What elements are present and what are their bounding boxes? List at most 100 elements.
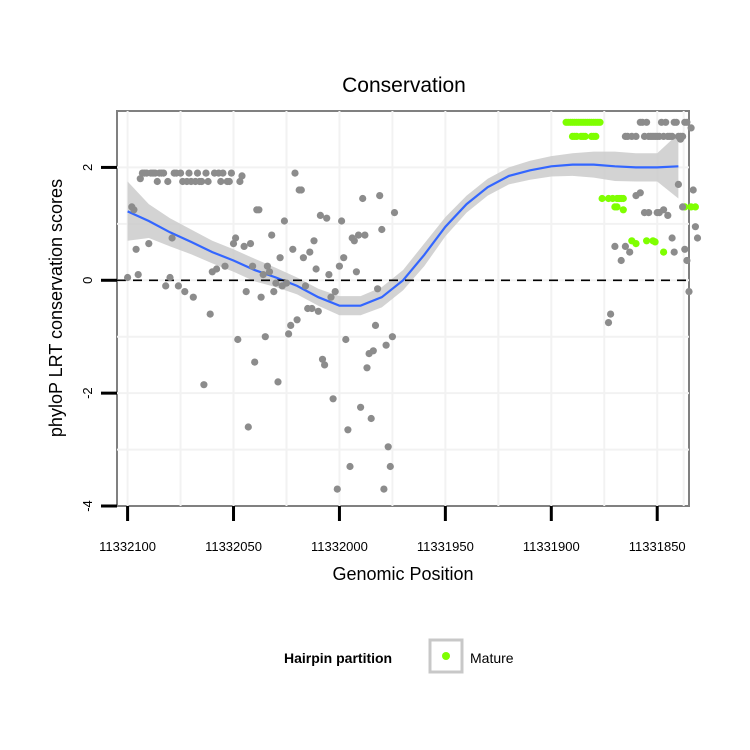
data-point bbox=[280, 217, 288, 225]
data-point bbox=[611, 242, 619, 250]
data-point bbox=[645, 209, 653, 217]
data-point bbox=[132, 245, 140, 253]
smooth-line-path bbox=[127, 163, 679, 307]
x-tick-label: 11331850 bbox=[629, 539, 686, 554]
data-point bbox=[316, 211, 324, 219]
data-point bbox=[662, 118, 670, 126]
data-point bbox=[198, 177, 206, 186]
data-point bbox=[308, 304, 316, 313]
smooth-ribbon-area bbox=[127, 133, 679, 316]
data-point bbox=[668, 234, 676, 242]
data-point bbox=[257, 293, 265, 301]
data-point bbox=[251, 358, 259, 366]
y-tick-label: 2 bbox=[80, 164, 95, 171]
data-point bbox=[344, 426, 352, 434]
data-point bbox=[607, 310, 615, 318]
data-point bbox=[297, 186, 305, 194]
data-point bbox=[361, 231, 369, 239]
data-point bbox=[181, 288, 189, 296]
data-point bbox=[679, 203, 687, 211]
data-point bbox=[660, 206, 668, 214]
data-point bbox=[287, 321, 295, 329]
data-point bbox=[306, 248, 314, 256]
x-tick-label: 11332050 bbox=[205, 539, 262, 554]
data-point bbox=[153, 177, 161, 186]
data-point bbox=[687, 124, 695, 132]
data-point bbox=[259, 271, 267, 279]
data-point-mature bbox=[581, 132, 589, 140]
data-point bbox=[329, 395, 337, 403]
data-point bbox=[124, 273, 132, 282]
y-tick-label: 0 bbox=[80, 277, 95, 284]
data-point bbox=[312, 265, 320, 273]
data-point bbox=[357, 403, 365, 411]
data-point bbox=[676, 135, 685, 143]
data-point bbox=[204, 177, 212, 186]
y-tick-label: -4 bbox=[80, 500, 95, 512]
axes: 11332100 11332050 11332000 11331950 11331900… bbox=[80, 164, 686, 554]
data-point bbox=[291, 169, 299, 177]
data-point bbox=[206, 310, 214, 318]
data-point bbox=[683, 256, 691, 265]
y-axis-title: phyloP LRT conservation scores bbox=[46, 179, 66, 437]
data-point bbox=[213, 265, 221, 273]
data-point bbox=[189, 293, 197, 301]
data-point bbox=[384, 443, 392, 451]
data-point-mature bbox=[651, 238, 659, 246]
data-point bbox=[160, 169, 168, 177]
data-point bbox=[378, 225, 386, 234]
data-point bbox=[276, 254, 284, 262]
data-point bbox=[335, 262, 343, 270]
data-point bbox=[621, 242, 630, 250]
data-point bbox=[342, 335, 350, 344]
x-axis-title: Genomic Position bbox=[332, 564, 473, 584]
x-tick-label: 11332100 bbox=[99, 539, 156, 554]
data-point bbox=[321, 361, 329, 369]
data-point bbox=[670, 248, 678, 256]
data-point bbox=[318, 355, 327, 363]
legend-title: Hairpin partition bbox=[284, 650, 392, 666]
data-point bbox=[354, 231, 363, 239]
data-point bbox=[232, 234, 240, 242]
data-point bbox=[164, 177, 172, 186]
data-point bbox=[255, 206, 263, 214]
data-point bbox=[221, 262, 229, 270]
data-point bbox=[323, 214, 331, 222]
data-point bbox=[174, 282, 182, 290]
data-point bbox=[672, 118, 680, 126]
data-point-mature bbox=[619, 206, 627, 214]
legend-key-mature bbox=[442, 652, 450, 660]
data-point-mature bbox=[660, 248, 668, 256]
x-tick-label: 11331950 bbox=[417, 539, 474, 554]
data-point-mature bbox=[643, 237, 651, 245]
data-point bbox=[166, 273, 174, 282]
data-point bbox=[177, 169, 185, 177]
data-point bbox=[636, 189, 644, 197]
data-point bbox=[134, 271, 142, 279]
data-point bbox=[272, 279, 280, 287]
data-point bbox=[244, 423, 252, 431]
data-point bbox=[261, 333, 269, 341]
data-point bbox=[185, 169, 193, 177]
data-point bbox=[246, 240, 255, 248]
data-point bbox=[346, 462, 354, 471]
data-point bbox=[367, 414, 375, 423]
data-point bbox=[338, 217, 346, 225]
legend-label-mature: Mature bbox=[470, 650, 514, 666]
data-point bbox=[227, 169, 235, 177]
data-point bbox=[350, 237, 358, 245]
data-point bbox=[299, 254, 307, 262]
data-point bbox=[371, 321, 380, 329]
data-point bbox=[234, 335, 242, 344]
data-point bbox=[363, 364, 371, 372]
data-point bbox=[193, 169, 202, 177]
data-point bbox=[240, 242, 248, 250]
data-point-mature bbox=[596, 118, 604, 126]
data-points bbox=[124, 118, 702, 493]
data-point bbox=[626, 248, 634, 256]
data-point bbox=[369, 347, 377, 355]
data-point bbox=[689, 186, 697, 194]
data-point-mature bbox=[632, 240, 640, 248]
data-point bbox=[202, 169, 210, 177]
